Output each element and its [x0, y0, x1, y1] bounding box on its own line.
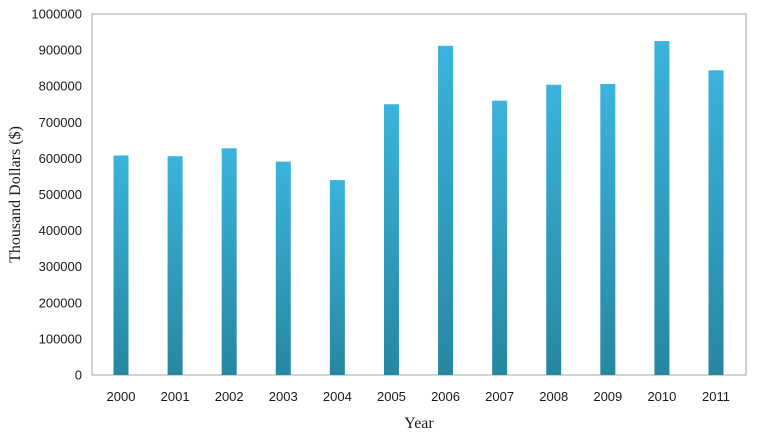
bar — [546, 84, 562, 376]
y-tick-label: 900000 — [39, 43, 82, 58]
y-tick-label: 0 — [75, 368, 82, 383]
x-tick-label: 2004 — [323, 389, 352, 404]
bar — [167, 156, 183, 375]
y-tick-label: 100000 — [39, 331, 82, 346]
y-tick-label: 1000000 — [31, 7, 82, 22]
x-tick-label: 2000 — [107, 389, 136, 404]
bar — [329, 180, 345, 375]
x-tick-label: 2011 — [702, 389, 730, 404]
y-tick-label: 800000 — [39, 79, 82, 94]
y-axis-title: Thousand Dollars ($) — [7, 126, 24, 263]
bar — [221, 148, 237, 375]
y-tick-label: 200000 — [39, 295, 82, 310]
x-tick-label: 2003 — [269, 389, 298, 404]
x-axis-ticks: 2000 2001 2002 2003 2004 2005 2006 2007 2008 2009… — [107, 389, 730, 404]
bar — [654, 41, 670, 375]
x-tick-label: 2009 — [593, 389, 622, 404]
bar — [600, 84, 616, 375]
y-tick-label: 300000 — [39, 259, 82, 274]
x-tick-label: 2006 — [431, 389, 460, 404]
bars — [113, 41, 724, 376]
x-tick-label: 2008 — [539, 389, 568, 404]
x-tick-label: 2002 — [215, 389, 244, 404]
bar — [113, 155, 129, 375]
y-tick-label: 700000 — [39, 115, 82, 130]
x-tick-label: 2007 — [485, 389, 514, 404]
y-tick-label: 600000 — [39, 151, 82, 166]
y-axis-ticks: 0 100000 200000 300000 400000 500000 600000 700… — [31, 7, 82, 383]
plot-frame — [91, 13, 747, 376]
x-axis-title: Year — [404, 415, 434, 432]
bar — [492, 100, 508, 375]
y-tick-label: 500000 — [39, 187, 82, 202]
bar — [708, 70, 724, 375]
x-tick-label: 2001 — [161, 389, 190, 404]
bar — [275, 161, 291, 375]
bar — [383, 104, 399, 375]
x-tick-label: 2005 — [377, 389, 406, 404]
y-tick-label: 400000 — [39, 223, 82, 238]
bar — [438, 45, 454, 375]
x-tick-label: 2010 — [647, 389, 676, 404]
